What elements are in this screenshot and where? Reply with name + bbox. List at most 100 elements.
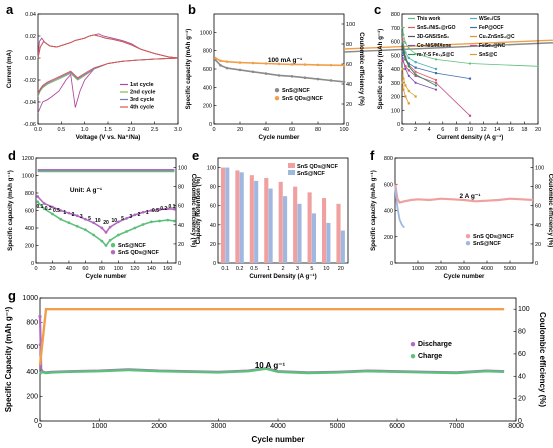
- x-tick-label: 100: [114, 266, 123, 272]
- y2-tick-label: 40: [346, 82, 352, 88]
- x-tick-label: 0: [212, 127, 215, 133]
- series-line-3: [37, 34, 179, 95]
- capacity-point-1: [172, 219, 176, 223]
- x-tick-label: 20: [338, 266, 344, 272]
- y2-tick-label: 60: [535, 204, 541, 210]
- rate-label: 1: [146, 210, 149, 216]
- panel-letter: a: [6, 2, 14, 17]
- x-tick-label: 10: [323, 266, 329, 272]
- series-point-6: [404, 95, 407, 98]
- y-axis-label: Capacity Retention (%): [195, 177, 202, 244]
- series-point-1: [402, 33, 405, 36]
- y-tick-label: -0.02: [23, 78, 36, 84]
- y-tick-label: 800: [26, 320, 38, 327]
- capacity-point-2: [100, 226, 104, 230]
- series-point-3: [434, 78, 438, 82]
- legend-swatch: [410, 342, 416, 347]
- x-tick-label: 40: [263, 127, 269, 133]
- x-tick-label: 80: [99, 266, 105, 272]
- capacity-point-2: [75, 214, 79, 218]
- y2-tick-label: 60: [518, 351, 526, 358]
- y-tick-label: 1200: [22, 156, 34, 162]
- series-point-6: [402, 88, 405, 91]
- series-point-10: [407, 89, 410, 93]
- y-axis-label: Specific capacity (mAh g⁻¹): [185, 29, 192, 110]
- y2-tick-label: 40: [178, 223, 184, 229]
- x-tick-label: 18: [521, 127, 527, 133]
- x-tick-label: 0.5: [250, 266, 258, 272]
- legend-entry: FeSe₂@NC: [479, 43, 506, 49]
- plot-frame: [37, 13, 179, 125]
- bar-qds: [293, 186, 298, 263]
- panel-letter: d: [8, 148, 16, 163]
- capacity-point-1: [108, 238, 112, 242]
- x-tick-label: 2.5: [151, 127, 159, 133]
- series-point-4: [414, 66, 417, 69]
- x-axis-label: Current density (A g⁻¹): [437, 134, 504, 141]
- legend-entry: 2nd cycle: [130, 90, 156, 96]
- capacity-point-1: [75, 224, 79, 228]
- y-tick-label: 400: [391, 67, 400, 73]
- x-tick-label: 1: [267, 266, 270, 272]
- capacity-point-1: [166, 218, 170, 222]
- x-tick-label: 8000: [508, 423, 524, 430]
- legend-entry: Co-NiS/MXene: [417, 43, 451, 49]
- y2-axis-label: Coulombic efficiency (%): [547, 174, 553, 248]
- y-tick-label: 0.04: [25, 12, 36, 18]
- series-point-4: [401, 51, 404, 54]
- y2-tick-label: 80: [346, 42, 352, 48]
- x-tick-label: 20: [49, 266, 55, 272]
- panel-letter: g: [8, 288, 16, 303]
- bar-qds: [336, 203, 341, 263]
- x-tick-label: 0: [400, 127, 403, 133]
- rate-label: 0.5: [53, 208, 60, 214]
- rate-annotation: 10 A g⁻¹: [255, 361, 286, 370]
- x-tick-label: 3000: [211, 423, 227, 430]
- legend-swatch: [465, 234, 471, 239]
- rate-label: 0.1: [37, 204, 44, 210]
- y-tick-label: 400: [384, 209, 393, 215]
- x-tick-label: 5000: [330, 423, 346, 430]
- series-point-10: [414, 95, 417, 98]
- series-line-6: [402, 82, 410, 104]
- y2-tick-label: 0: [518, 418, 522, 425]
- panel-d: d0 20 40 60 80 100 120 140 160020040060080010001…: [7, 148, 197, 280]
- y-tick-label: 0: [31, 261, 34, 267]
- capacity-point-2: [84, 217, 87, 221]
- y-tick-label: 0: [397, 122, 400, 128]
- x-tick-label: 60: [82, 266, 88, 272]
- x-tick-label: 4000: [481, 266, 493, 272]
- legend-entry: SnS QDs@NCF: [282, 96, 323, 102]
- capacity-point-1: [141, 223, 145, 226]
- legend-entry: FeP@OCF: [479, 25, 504, 31]
- legend-entry: SnS@C: [479, 52, 498, 58]
- rate-label: 0.5: [152, 208, 159, 214]
- capacity-line-2: [37, 195, 175, 234]
- x-tick-label: 20: [535, 127, 541, 133]
- capacity-point-2: [36, 195, 40, 198]
- series-point-7: [414, 81, 417, 84]
- capacity-line-sns: [394, 186, 405, 229]
- y-tick-label: 800: [384, 156, 393, 162]
- y-tick-label: 20: [210, 242, 216, 248]
- legend-entry: 4th cycle: [130, 105, 154, 111]
- x-tick-label: 2000: [151, 423, 167, 430]
- x-tick-label: 6: [441, 127, 444, 133]
- plot-frame: [394, 157, 534, 264]
- y-tick-label: 200: [203, 104, 212, 110]
- y-tick-label: -0.06: [23, 122, 36, 128]
- legend-swatch: [110, 243, 116, 248]
- rate-label: 2: [138, 212, 141, 218]
- rate-label: 20: [103, 220, 109, 226]
- y2-tick-label: 80: [535, 185, 541, 191]
- series-point-8: [434, 81, 438, 84]
- x-tick-label: 80: [315, 127, 321, 133]
- capacity-point-2: [42, 202, 46, 205]
- legend-entry: SnS QDs@NCF: [118, 250, 159, 256]
- x-tick-label: 160: [163, 266, 172, 272]
- y-tick-label: 500: [391, 53, 400, 59]
- series-point-7: [401, 56, 404, 60]
- x-tick-label: 0: [34, 266, 37, 272]
- y-tick-label: 0: [213, 261, 216, 267]
